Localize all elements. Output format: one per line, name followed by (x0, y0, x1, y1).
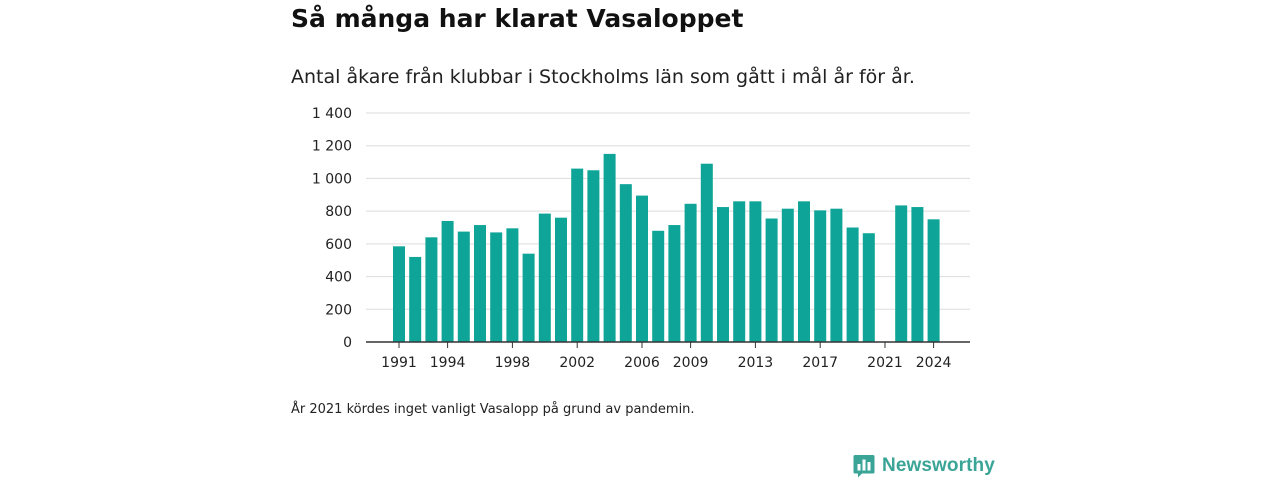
bar-2010 (700, 163, 713, 342)
chart-bubble-icon (853, 455, 875, 478)
bar-2004 (603, 153, 616, 342)
bar-1998 (506, 228, 519, 342)
x-tick-label: 1994 (430, 355, 466, 371)
bar-2016 (798, 201, 810, 342)
x-tick-label: 2021 (867, 355, 903, 371)
gridlines (366, 112, 970, 310)
y-tick-label: 600 (325, 237, 352, 253)
bar-2020 (862, 233, 875, 342)
y-axis-ticks: 0 200 400 600 800 1 000 1 200 1 400 (312, 106, 352, 351)
bar-2014 (765, 218, 778, 342)
bar-2007 (652, 230, 665, 342)
y-tick-label: 400 (325, 270, 352, 286)
y-tick-label: 0 (343, 335, 352, 351)
bar-2012 (733, 201, 746, 342)
bar-2022 (895, 205, 908, 342)
y-tick-label: 1 400 (312, 106, 352, 122)
x-tick-label: 2006 (624, 355, 660, 371)
chart-subtitle: Antal åkare från klubbar i Stockholms lä… (291, 66, 915, 88)
x-axis-ticks: 1991 1994 1998 2002 2006 2009 2013 2017 2021 2024 (381, 342, 952, 371)
bar-2003 (587, 170, 600, 342)
bar-2011 (717, 207, 729, 342)
y-tick-label: 200 (325, 302, 352, 318)
bar-2023 (911, 207, 924, 342)
bar-2000 (538, 213, 551, 342)
bar-2001 (555, 217, 567, 342)
bar-2005 (619, 184, 632, 342)
bar-2009 (684, 203, 697, 342)
bar-1999 (522, 253, 535, 342)
bar-1996 (474, 225, 486, 342)
bar-2015 (781, 208, 794, 342)
bar-2017 (814, 210, 827, 342)
x-tick-label: 2017 (802, 355, 838, 371)
x-tick-label: 1991 (381, 355, 417, 371)
bars (393, 153, 940, 342)
footnote: År 2021 kördes inget vanligt Vasalopp på… (291, 402, 695, 417)
bar-1992 (409, 256, 422, 342)
y-tick-label: 1 000 (312, 171, 352, 187)
y-tick-label: 800 (325, 204, 352, 220)
y-tick-label: 1 200 (312, 139, 352, 155)
bar-2018 (830, 208, 843, 342)
bar-1995 (457, 231, 470, 342)
chart-title: Så många har klarat Vasaloppet (291, 4, 744, 33)
x-tick-label: 2002 (559, 355, 595, 371)
bar-1997 (490, 232, 503, 342)
bar-2013 (749, 201, 762, 342)
brand-logo[interactable]: Newsworthy (853, 454, 995, 478)
bar-2006 (636, 195, 648, 342)
x-tick-label: 2009 (673, 355, 709, 371)
x-tick-label: 2024 (916, 355, 952, 371)
bar-2019 (846, 227, 859, 342)
brand-name: Newsworthy (882, 455, 995, 476)
bar-2002 (571, 168, 584, 342)
bar-1991 (393, 246, 405, 342)
bar-2008 (668, 225, 681, 342)
x-tick-label: 1998 (495, 355, 531, 371)
bar-2024 (927, 219, 940, 342)
bar-1994 (441, 220, 454, 342)
x-tick-label: 2013 (738, 355, 774, 371)
bar-1993 (425, 237, 438, 342)
